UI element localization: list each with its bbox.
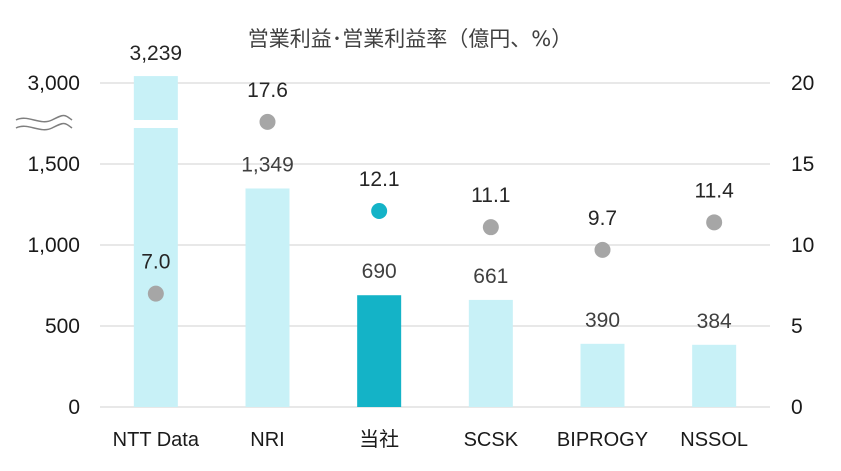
y-right-tick-label: 10 <box>791 234 814 257</box>
x-category-label: NRI <box>250 429 284 451</box>
bar <box>580 343 625 407</box>
bar-value-label: 690 <box>362 260 397 283</box>
y-left-tick-label: 1,500 <box>27 153 80 176</box>
y-left-tick-label: 0 <box>68 396 80 419</box>
axis-break-mark <box>15 114 73 123</box>
y-left-tick-label: 1,000 <box>27 234 80 257</box>
data-labels: 3,239 1,349 690 661 390 384 7.0 17.6 12.1 11.1 9.7… <box>130 42 735 333</box>
rate-value-label: 11.4 <box>695 179 735 202</box>
axis-break-gap <box>132 120 179 128</box>
rate-dots <box>147 113 723 302</box>
bar <box>468 299 513 407</box>
bar <box>245 188 290 407</box>
bar-value-label: 390 <box>585 309 620 332</box>
y-left-tick-label: 500 <box>45 315 80 338</box>
x-category-label: NSSOL <box>680 429 748 451</box>
y-left-tick-label: 3,000 <box>27 72 80 95</box>
rate-dot <box>371 202 388 219</box>
rate-value-label: 12.1 <box>359 168 400 191</box>
rate-dot <box>594 241 611 258</box>
y-right-tick-label: 0 <box>791 396 803 419</box>
y-right-tick-label: 15 <box>791 153 814 176</box>
bars <box>133 76 737 408</box>
rate-dot <box>706 214 723 231</box>
axis-break-mark <box>15 122 73 131</box>
axis-break <box>15 114 179 131</box>
y-right-tick-label: 5 <box>791 315 803 338</box>
y-right-tick-label: 20 <box>791 72 814 95</box>
bar <box>133 76 178 408</box>
axes: 0 500 1,000 1,500 3,000 0 5 10 15 20 NTT Data NRI 当社… <box>27 72 814 451</box>
bar <box>692 344 737 407</box>
rate-dot <box>147 285 164 302</box>
rate-value-label: 9.7 <box>588 207 617 230</box>
x-category-label: BIPROGY <box>557 429 648 451</box>
bar-value-label: 3,239 <box>130 42 183 65</box>
rate-value-label: 17.6 <box>247 79 288 102</box>
bar <box>357 295 402 407</box>
chart-title: 営業利益･営業利益率（億円、%） <box>248 27 572 51</box>
x-category-label: 当社 <box>359 428 399 451</box>
rate-value-label: 11.1 <box>471 184 510 207</box>
rate-dot <box>259 113 276 130</box>
rate-dot <box>482 219 499 236</box>
gridlines <box>100 82 770 408</box>
bar-value-label: 384 <box>697 310 732 333</box>
rate-value-label: 7.0 <box>141 251 170 274</box>
bar-value-label: 1,349 <box>241 153 294 176</box>
bar-value-label: 661 <box>473 265 508 288</box>
x-category-label: NTT Data <box>113 429 200 451</box>
x-category-label: SCSK <box>464 429 519 451</box>
